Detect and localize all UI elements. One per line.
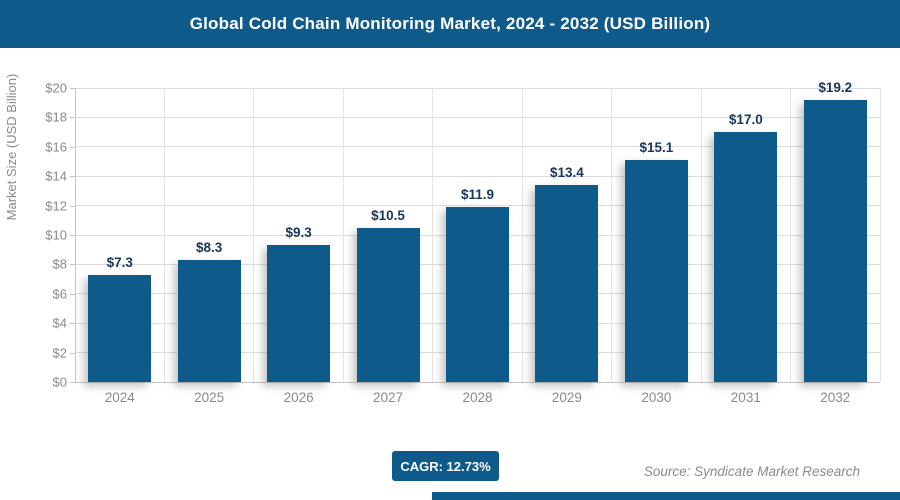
bar-2029 [535, 185, 599, 382]
y-tick-label: $0 [52, 374, 67, 390]
y-tick-label: $10 [45, 227, 67, 243]
vertical-gridline [879, 88, 881, 382]
y-tick-mark [70, 235, 75, 236]
bar-2024 [88, 274, 152, 382]
bar-value-label: $13.4 [550, 165, 584, 181]
bar-value-label: $19.2 [818, 79, 853, 95]
bar-value-label: $9.3 [285, 225, 312, 241]
bar-value-label: $17.0 [728, 112, 763, 128]
bottom-accent-bar [432, 492, 900, 500]
plot-area: $0 $2 $4 $6 $8 $10 $12 $14 $16 $18 $20 $7.3 2024 $8.3… [45, 80, 881, 405]
bar-value-label: $10.5 [371, 207, 405, 223]
bar-2031 [714, 132, 778, 382]
bar-value-label: $8.3 [196, 239, 223, 255]
vertical-gridline [521, 88, 523, 382]
bar-2025 [177, 259, 241, 382]
y-tick-mark [70, 146, 75, 148]
y-tick-label: $2 [52, 345, 67, 361]
bar-2027 [356, 227, 420, 382]
horizontal-gridline [75, 87, 880, 89]
y-tick-label: $14 [45, 168, 67, 184]
y-tick-mark [70, 352, 75, 354]
horizontal-gridline [75, 175, 880, 177]
vertical-gridline [163, 88, 165, 382]
cagr-badge: CAGR: 12.73% [392, 451, 499, 481]
y-tick-mark [70, 323, 75, 325]
x-tick-label: 2025 [194, 390, 225, 405]
horizontal-gridline [75, 205, 880, 207]
bar-value-label: $15.1 [639, 140, 674, 156]
x-tick-label: 2031 [730, 390, 761, 405]
x-tick-label: 2030 [641, 390, 672, 405]
x-tick-label: 2027 [373, 390, 404, 405]
chart-header: Global Cold Chain Monitoring Market, 202… [0, 0, 900, 48]
chart-title: Global Cold Chain Monitoring Market, 202… [189, 14, 711, 33]
x-tick-label: 2032 [820, 390, 851, 405]
y-tick-mark [70, 176, 75, 178]
vertical-gridline [611, 88, 613, 382]
y-tick-label: $4 [52, 315, 67, 331]
y-tick-mark [70, 88, 75, 89]
y-tick-label: $8 [52, 256, 67, 272]
bar-value-label: $11.9 [460, 187, 494, 203]
bar-2028 [446, 207, 509, 382]
y-tick-label: $16 [45, 139, 67, 155]
x-tick-label: 2026 [283, 390, 314, 405]
x-tick-label: 2024 [104, 390, 135, 405]
x-axis-line [75, 382, 880, 383]
vertical-gridline [432, 88, 434, 382]
y-tick-label: $12 [45, 198, 67, 214]
vertical-gridline [700, 88, 702, 382]
y-tick-label: $18 [45, 109, 67, 125]
horizontal-gridline [75, 116, 880, 118]
source-text: Source: Syndicate Market Research [643, 464, 860, 479]
horizontal-gridline [75, 146, 880, 148]
y-tick-mark [70, 293, 75, 295]
bar-2030 [624, 160, 688, 382]
y-tick-mark [70, 205, 75, 207]
x-tick-label: 2029 [551, 390, 582, 405]
vertical-gridline [253, 88, 255, 382]
bar-2032 [803, 99, 867, 382]
bar-2026 [267, 245, 331, 382]
y-tick-mark [70, 382, 75, 383]
vertical-gridline [790, 88, 792, 382]
y-tick-mark [70, 117, 75, 119]
x-tick-label: 2028 [462, 390, 493, 405]
vertical-gridline [342, 88, 344, 382]
y-tick-label: $20 [45, 80, 67, 96]
y-tick-mark [70, 264, 75, 266]
y-tick-label: $6 [52, 286, 67, 302]
bar-value-label: $7.3 [106, 254, 133, 270]
